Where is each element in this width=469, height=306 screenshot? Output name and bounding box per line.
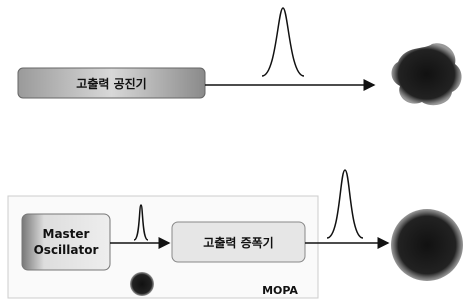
beam-spot <box>391 209 463 281</box>
resonator-label: 고출력 공진기 <box>18 68 205 98</box>
beam-spot <box>392 43 462 105</box>
beam-spot <box>130 272 154 296</box>
oscillator-label: Master Oscillator <box>24 214 108 270</box>
diagram: 고출력 공진기 Master Oscillator 고출력 증폭기 MOPA <box>0 0 469 306</box>
pulse <box>327 170 363 238</box>
system-label: MOPA <box>255 282 305 298</box>
amplifier-label: 고출력 증폭기 <box>172 222 305 262</box>
pulse <box>262 8 304 76</box>
